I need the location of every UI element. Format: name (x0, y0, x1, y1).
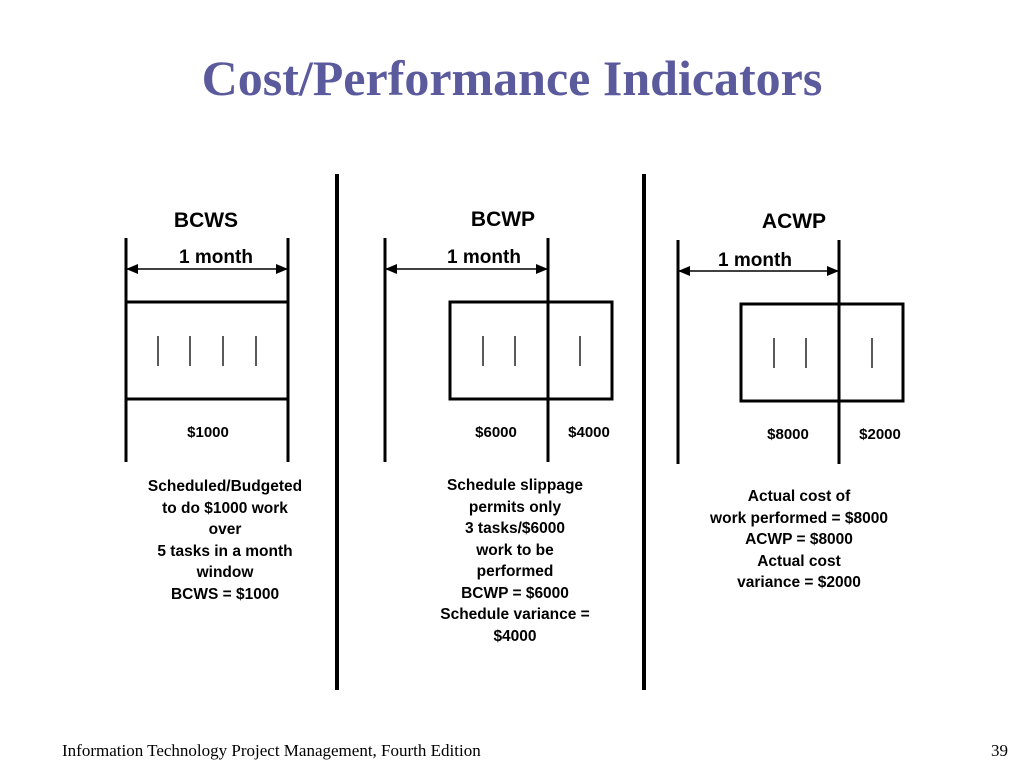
bcwp-column: BCWP 1 month $6000 $4000 (383, 208, 614, 462)
bcws-amount: $1000 (187, 424, 229, 441)
acwp-title: ACWP (762, 210, 826, 233)
acwp-amount-variance: $2000 (859, 426, 901, 443)
acwp-description: Actual cost of work performed = $8000 AC… (674, 486, 924, 594)
acwp-amount-actual: $8000 (767, 426, 809, 443)
description-line: Schedule slippage (446, 477, 584, 494)
description-line: 5 tasks in a month (157, 542, 293, 560)
description-line: BCWS = $1000 (170, 585, 280, 603)
acwp-work-box (739, 302, 905, 403)
bcwp-work-box (448, 300, 614, 401)
bcws-column: BCWS 1 month $1000 (124, 209, 290, 462)
description-line: Actual cost of (747, 488, 851, 505)
description-line: Schedule variance = (440, 606, 590, 623)
bcws-work-box (124, 300, 290, 401)
description-line: to do $1000 work (162, 499, 288, 517)
slide-footer-text: Information Technology Project Managemen… (62, 741, 481, 760)
bcwp-title: BCWP (471, 208, 535, 231)
description-line: work to be (476, 541, 554, 559)
description-line: 3 tasks/$6000 (465, 520, 565, 537)
bcwp-description: Schedule slippage permits only 3 tasks/$… (405, 475, 625, 647)
description-line: Actual cost (757, 552, 841, 570)
bcws-description: Scheduled/Budgeted to do $1000 work over… (115, 476, 335, 605)
bcws-period-label: 1 month (179, 247, 253, 268)
bcwp-amount-slipped: $4000 (568, 424, 610, 441)
description-line: $4000 (493, 627, 537, 645)
description-line: ACWP = $8000 (745, 531, 853, 548)
acwp-column: ACWP 1 month $8000 $2000 (676, 210, 905, 464)
description-line: window (196, 564, 254, 581)
description-line: variance = $2000 (737, 574, 861, 591)
bcwp-period-label: 1 month (447, 247, 521, 268)
description-line: permits only (468, 498, 562, 516)
description-line: Scheduled/Budgeted (147, 478, 303, 495)
bcwp-amount-completed: $6000 (475, 424, 517, 441)
description-line: performed (476, 563, 554, 580)
bcws-title: BCWS (174, 209, 238, 232)
description-line: BCWP = $6000 (461, 584, 569, 602)
description-line: work performed = $8000 (710, 509, 888, 527)
slide-title: Cost/Performance Indicators (201, 50, 823, 106)
slide-page-number: 39 (991, 741, 1008, 760)
description-line: over (208, 521, 242, 538)
acwp-period-label: 1 month (718, 250, 792, 271)
